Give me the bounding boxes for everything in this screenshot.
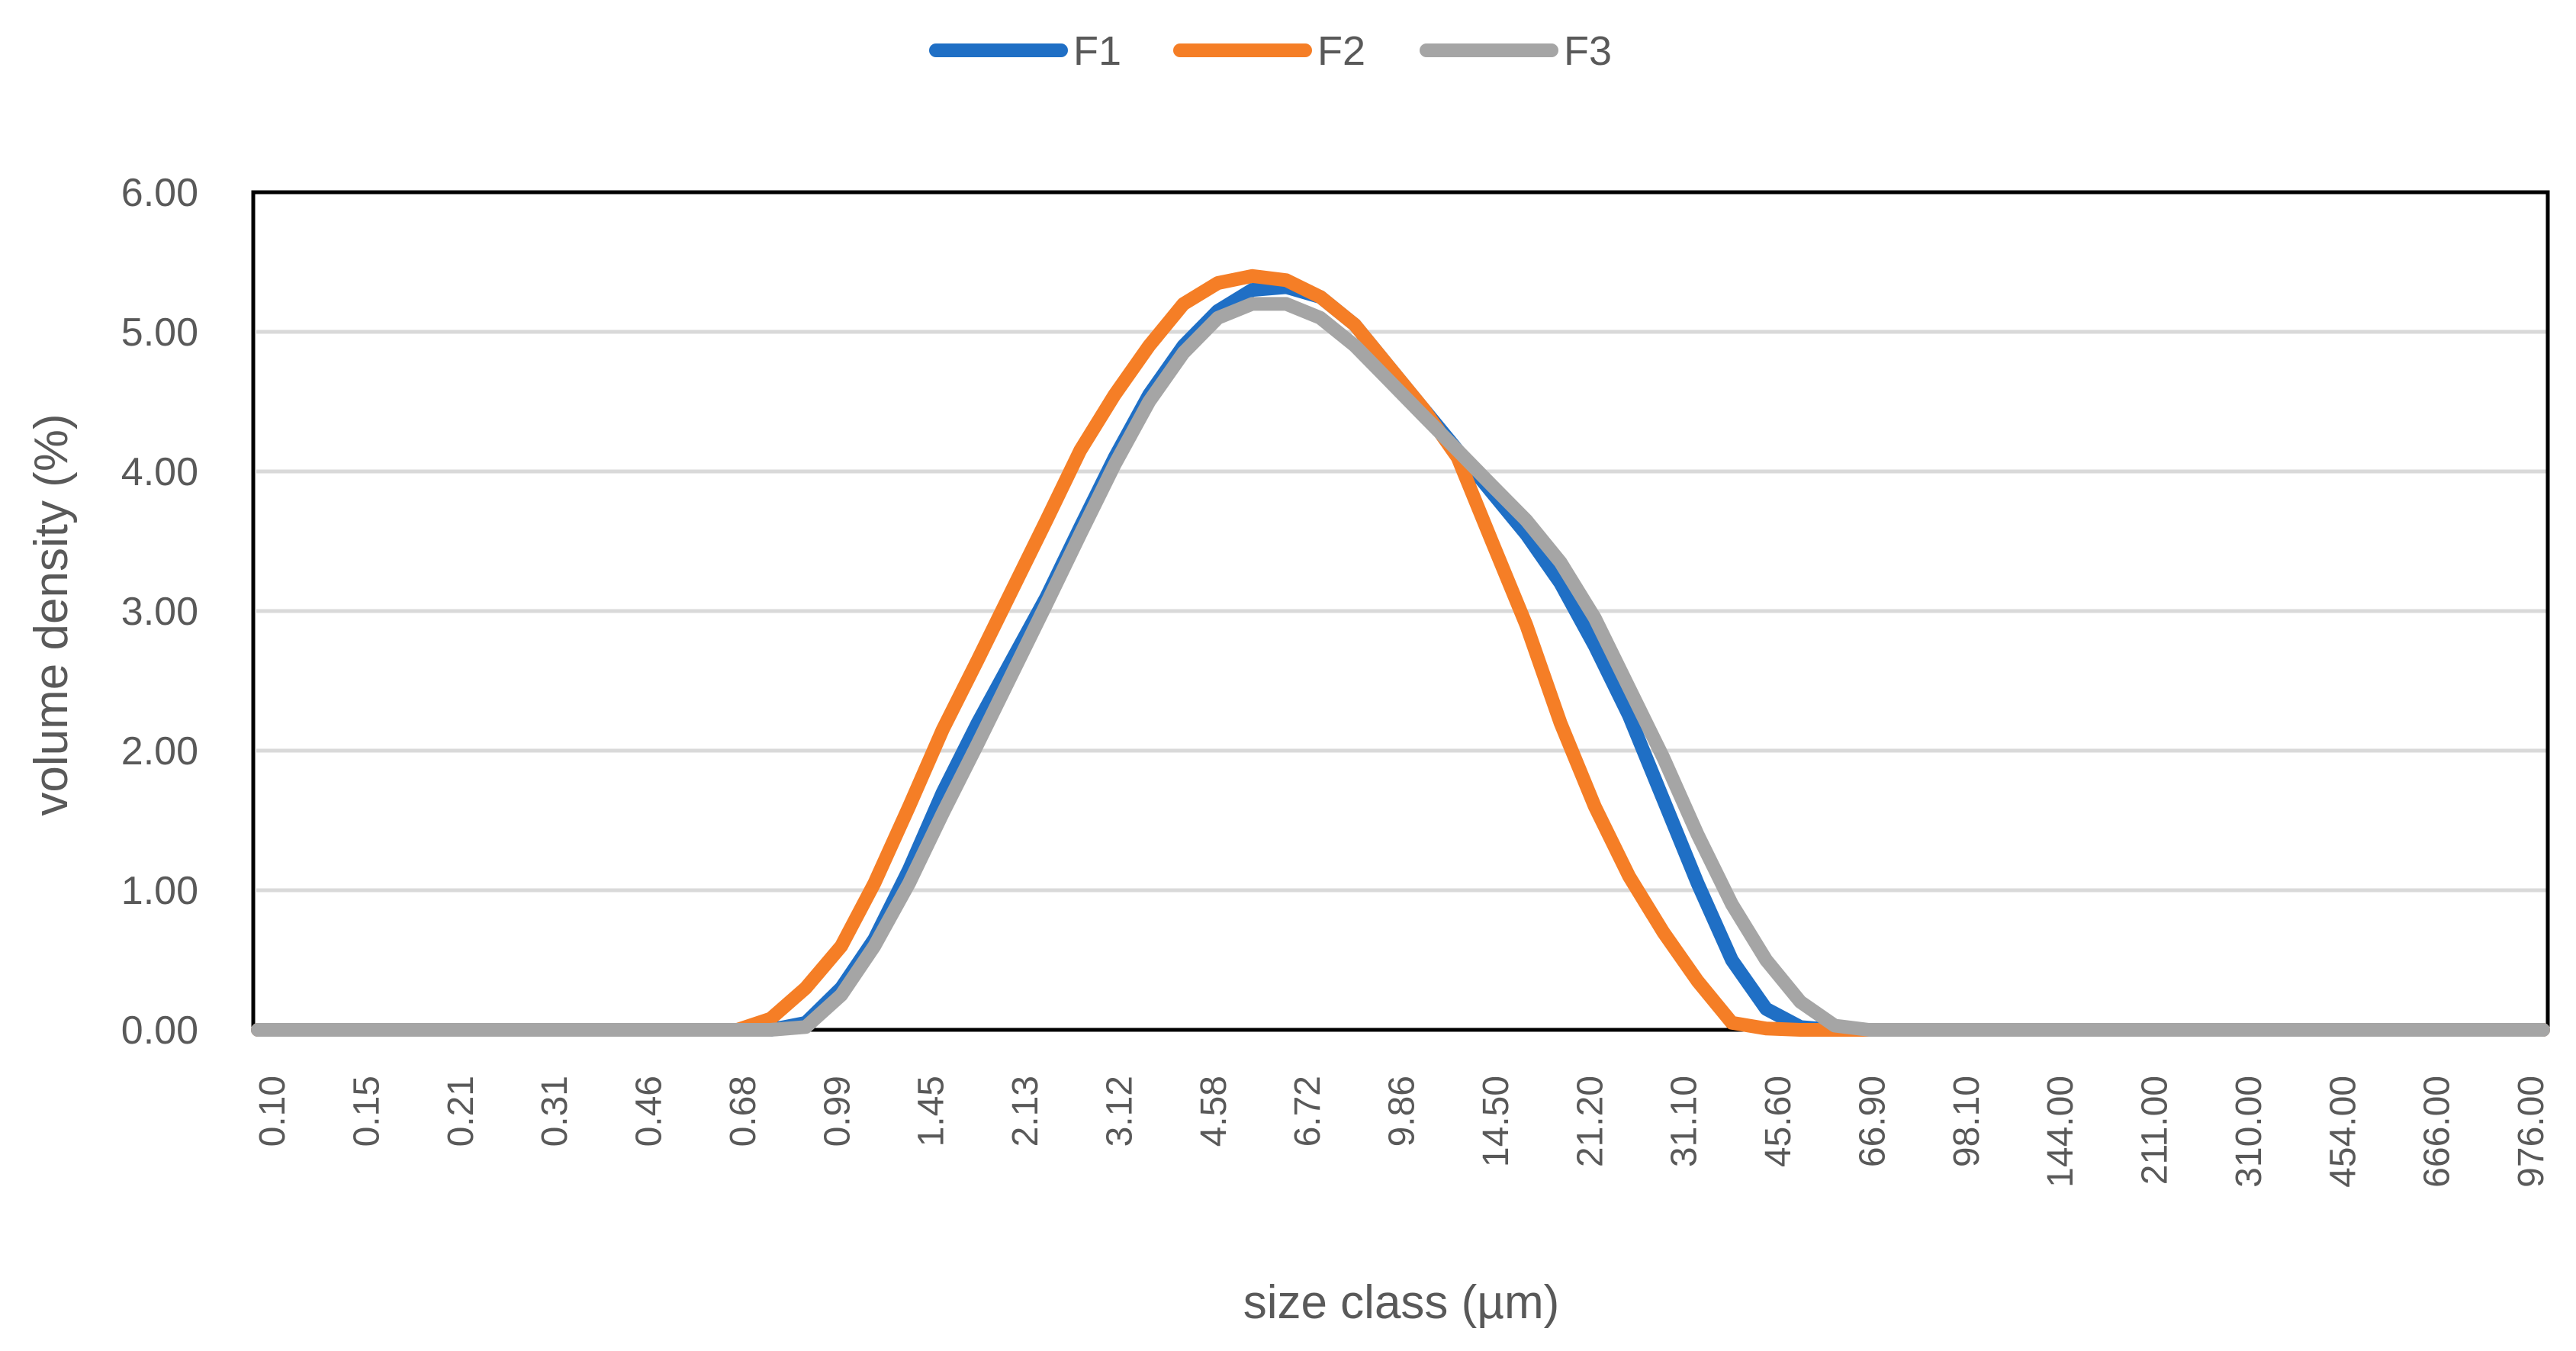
- legend-label: F2: [1317, 28, 1365, 74]
- y-tick-label: 6.00: [121, 171, 198, 215]
- x-tick-label: 98.10: [1947, 1076, 1987, 1167]
- y-axis-title: volume density (%): [25, 413, 78, 815]
- y-tick-label: 3.00: [121, 590, 198, 634]
- x-tick-label: 0.21: [441, 1076, 481, 1147]
- x-tick-label: 21.20: [1570, 1076, 1610, 1167]
- x-axis-title: size class (µm): [1243, 1276, 1560, 1329]
- x-tick-label: 0.68: [723, 1076, 764, 1147]
- y-tick-label: 0.00: [121, 1008, 198, 1053]
- x-tick-label: 6.72: [1288, 1076, 1328, 1147]
- legend: F1 F2 F3: [929, 28, 1612, 74]
- x-tick-label: 0.15: [346, 1076, 387, 1147]
- y-tick-label: 5.00: [121, 310, 198, 355]
- x-tick-label: 14.50: [1476, 1076, 1516, 1167]
- legend-item-f1: F1: [929, 28, 1121, 74]
- series-line-f3: [251, 297, 2550, 1037]
- legend-item-f3: F3: [1420, 28, 1612, 74]
- x-tick-label: 666.00: [2417, 1076, 2458, 1188]
- x-tick-label: 144.00: [2041, 1076, 2081, 1188]
- x-tick-label: 310.00: [2229, 1076, 2269, 1188]
- x-tick-label: 0.31: [535, 1076, 575, 1147]
- x-tick-label: 45.60: [1758, 1076, 1799, 1167]
- y-tick-label: 1.00: [121, 869, 198, 913]
- x-tick-label: 1.45: [912, 1076, 952, 1147]
- x-tick-label: 0.10: [252, 1076, 293, 1147]
- series-lines: [251, 269, 2550, 1037]
- y-axis-ticks: 0.00 1.00 2.00 3.00 4.00 5.00 6.00: [121, 171, 198, 1053]
- x-tick-label: 976.00: [2511, 1076, 2552, 1188]
- x-tick-label: 0.99: [817, 1076, 857, 1147]
- legend-label: F3: [1564, 28, 1612, 74]
- x-tick-label: 9.86: [1382, 1076, 1423, 1147]
- x-tick-label: 2.13: [1005, 1076, 1046, 1147]
- x-tick-label: 211.00: [2135, 1076, 2176, 1185]
- x-tick-label: 31.10: [1664, 1076, 1705, 1167]
- y-tick-label: 4.00: [121, 450, 198, 494]
- x-tick-label: 66.90: [1852, 1076, 1893, 1167]
- x-tick-label: 3.12: [1099, 1076, 1140, 1147]
- x-tick-label: 454.00: [2323, 1076, 2363, 1188]
- legend-label: F1: [1073, 28, 1121, 74]
- plot-area-frame: [251, 190, 2550, 1032]
- legend-item-f2: F2: [1173, 28, 1365, 74]
- x-axis-ticks: 0.10 0.15 0.21 0.31 0.46 0.68 0.99 1.45 2.13 3.12…: [252, 1076, 2552, 1188]
- y-tick-label: 2.00: [121, 729, 198, 774]
- x-tick-label: 0.46: [629, 1076, 670, 1147]
- grid-lines: [253, 330, 2548, 1032]
- x-tick-label: 4.58: [1194, 1076, 1234, 1147]
